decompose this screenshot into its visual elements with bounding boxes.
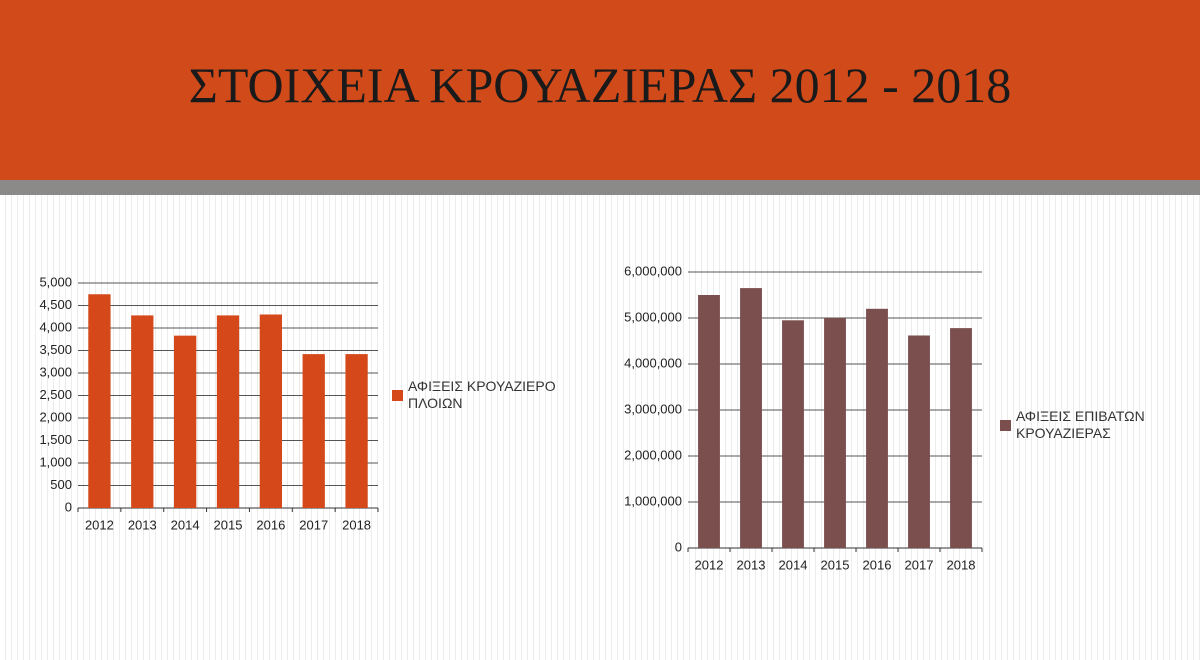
legend-label: ΑΦΙΞΕΙΣ ΚΡΟΥΑΖΙΕΡΟΠΛΟΙΩΝ — [408, 378, 556, 411]
bar — [950, 328, 972, 548]
x-tick-label: 2012 — [695, 557, 724, 572]
y-tick-label: 2,000,000 — [624, 447, 682, 462]
bar — [259, 314, 282, 508]
y-tick-label: 4,000,000 — [624, 355, 682, 370]
header-band — [0, 0, 1200, 180]
y-tick-label: 1,500 — [39, 432, 72, 447]
legend-label: ΑΦΙΞΕΙΣ ΕΠΙΒΑΤΩΝ ΚΡΟΥΑΖΙΕΡΑΣ — [1016, 408, 1145, 441]
legend-entry: ΑΦΙΞΕΙΣ ΕΠΙΒΑΤΩΝ ΚΡΟΥΑΖΙΕΡΑΣ — [1000, 408, 1150, 442]
x-tick-label: 2018 — [342, 517, 371, 532]
bar — [88, 294, 111, 508]
bar — [698, 295, 720, 548]
x-tick-label: 2016 — [256, 517, 285, 532]
bar — [866, 308, 888, 548]
bar — [824, 318, 846, 548]
x-tick-label: 2016 — [863, 557, 892, 572]
y-tick-label: 2,000 — [39, 409, 72, 424]
y-tick-label: 2,500 — [39, 387, 72, 402]
x-tick-label: 2015 — [821, 557, 850, 572]
y-tick-label: 5,000,000 — [624, 309, 682, 324]
y-tick-label: 1,000 — [39, 454, 72, 469]
x-tick-label: 2013 — [128, 517, 157, 532]
x-tick-label: 2015 — [214, 517, 243, 532]
y-tick-label: 4,500 — [39, 297, 72, 312]
x-tick-label: 2017 — [905, 557, 934, 572]
bar — [345, 354, 368, 508]
slide-title: ΣΤΟΙΧΕΙΑ ΚΡΟΥΑΖΙΕΡΑΣ 2012 - 2018 — [188, 57, 1012, 113]
y-tick-label: 0 — [65, 499, 72, 514]
x-tick-label: 2014 — [779, 557, 808, 572]
bar — [782, 320, 804, 548]
bar — [302, 354, 325, 508]
x-tick-label: 2017 — [299, 517, 328, 532]
bar — [740, 288, 762, 548]
y-tick-label: 1,000,000 — [624, 493, 682, 508]
x-tick-label: 2014 — [171, 517, 200, 532]
y-tick-label: 6,000,000 — [624, 263, 682, 278]
x-tick-label: 2013 — [737, 557, 766, 572]
y-tick-label: 500 — [50, 477, 72, 492]
y-tick-label: 3,000,000 — [624, 401, 682, 416]
y-tick-label: 5,000 — [39, 274, 72, 289]
y-tick-label: 3,500 — [39, 342, 72, 357]
header-strip — [0, 180, 1200, 195]
bar — [131, 315, 154, 508]
y-tick-label: 4,000 — [39, 319, 72, 334]
legend-swatch — [392, 389, 403, 401]
bar — [174, 335, 197, 508]
y-tick-label: 0 — [675, 539, 682, 554]
x-tick-label: 2012 — [85, 517, 114, 532]
x-tick-label: 2018 — [947, 557, 976, 572]
y-tick-label: 3,000 — [39, 364, 72, 379]
bar — [216, 315, 240, 508]
legend-swatch — [1000, 419, 1011, 431]
bar — [908, 335, 930, 548]
legend-entry: ΑΦΙΞΕΙΣ ΚΡΟΥΑΖΙΕΡΟΠΛΟΙΩΝ — [392, 378, 557, 412]
